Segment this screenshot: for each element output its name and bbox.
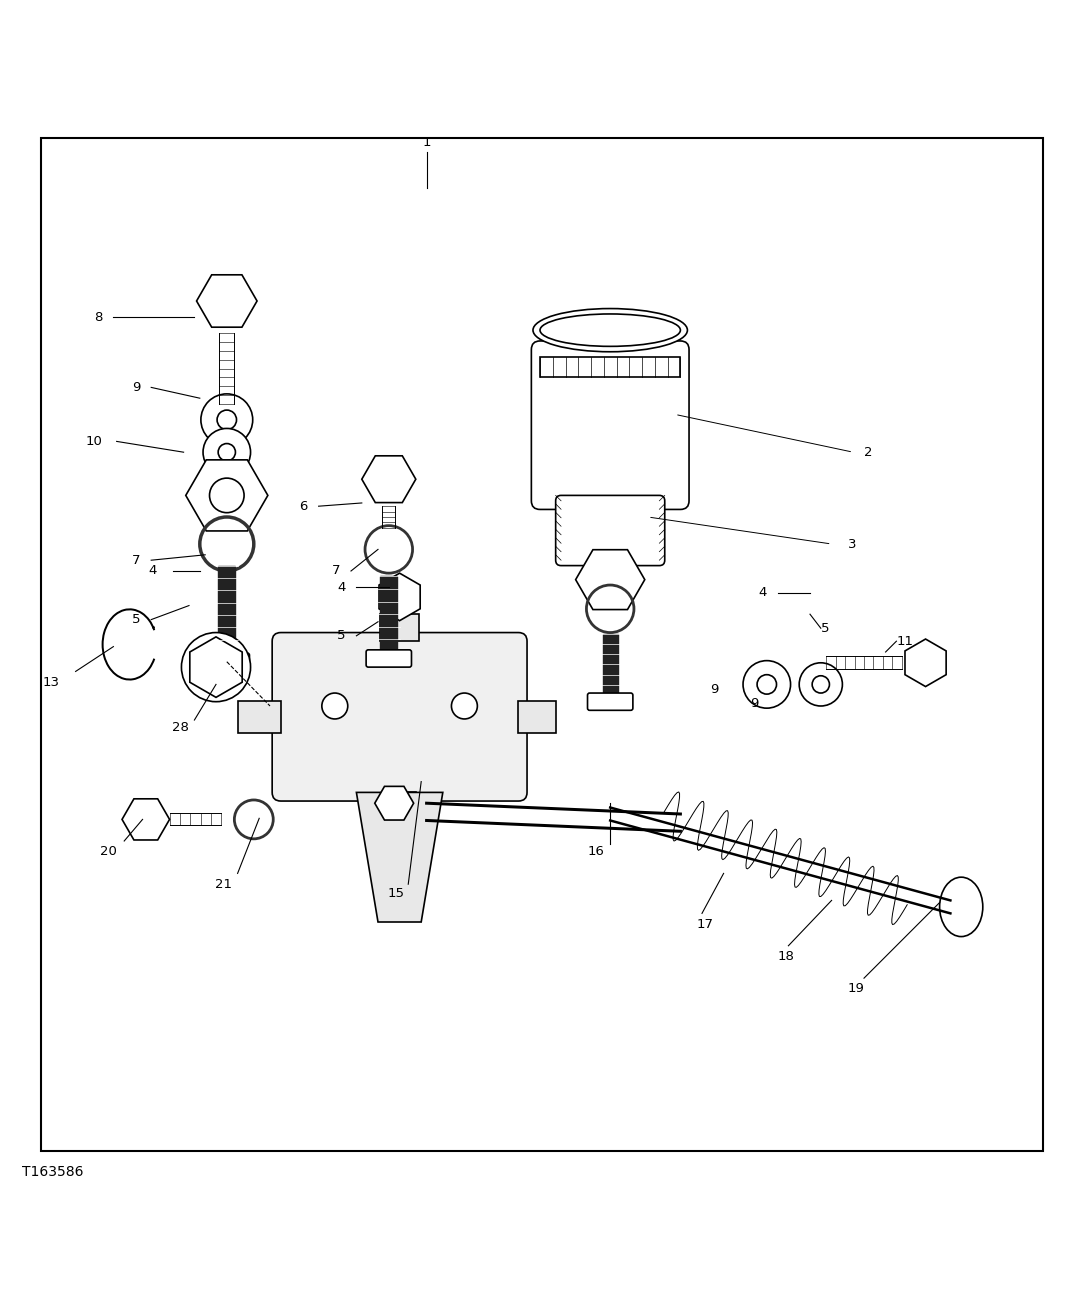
- Circle shape: [322, 692, 348, 719]
- Circle shape: [181, 632, 251, 702]
- Polygon shape: [380, 576, 397, 652]
- Circle shape: [197, 648, 235, 687]
- Text: 4: 4: [758, 585, 767, 599]
- Circle shape: [201, 394, 253, 446]
- Text: 5: 5: [132, 613, 140, 626]
- Text: T163586: T163586: [22, 1164, 83, 1179]
- Circle shape: [203, 429, 251, 476]
- Circle shape: [210, 479, 244, 512]
- FancyBboxPatch shape: [238, 700, 281, 733]
- Text: 9: 9: [710, 683, 718, 696]
- FancyBboxPatch shape: [366, 649, 411, 668]
- Text: 2: 2: [864, 446, 873, 459]
- Text: 3: 3: [848, 537, 856, 550]
- FancyBboxPatch shape: [531, 340, 689, 510]
- Polygon shape: [356, 793, 443, 922]
- Text: 7: 7: [132, 554, 140, 567]
- Ellipse shape: [940, 878, 983, 936]
- Ellipse shape: [540, 314, 680, 347]
- Text: 11: 11: [896, 635, 914, 648]
- FancyBboxPatch shape: [380, 614, 419, 642]
- Text: 15: 15: [388, 888, 405, 901]
- Text: 28: 28: [172, 721, 189, 734]
- FancyBboxPatch shape: [555, 496, 664, 566]
- Text: 5: 5: [821, 622, 829, 635]
- FancyBboxPatch shape: [588, 692, 633, 711]
- Circle shape: [451, 692, 477, 719]
- Bar: [540, 357, 680, 377]
- FancyBboxPatch shape: [518, 700, 556, 733]
- Text: 9: 9: [751, 698, 759, 711]
- Text: 5: 5: [337, 630, 346, 643]
- Text: 1: 1: [422, 136, 431, 149]
- Circle shape: [743, 661, 791, 708]
- Polygon shape: [603, 634, 618, 695]
- Text: 20: 20: [99, 845, 117, 858]
- Text: 9: 9: [132, 381, 140, 394]
- Text: 4: 4: [148, 565, 157, 578]
- FancyBboxPatch shape: [272, 632, 527, 801]
- Circle shape: [217, 409, 237, 429]
- Text: 21: 21: [215, 878, 232, 891]
- Text: 16: 16: [588, 845, 605, 858]
- Circle shape: [757, 674, 777, 694]
- FancyBboxPatch shape: [204, 653, 249, 670]
- Circle shape: [812, 675, 829, 692]
- Text: 18: 18: [778, 951, 795, 964]
- Text: 7: 7: [332, 565, 340, 578]
- Text: 19: 19: [848, 982, 865, 995]
- Text: 4: 4: [337, 580, 346, 593]
- FancyBboxPatch shape: [383, 793, 416, 825]
- Circle shape: [218, 443, 235, 460]
- Text: 10: 10: [85, 436, 103, 447]
- Text: 6: 6: [299, 499, 308, 512]
- Polygon shape: [218, 566, 235, 652]
- Ellipse shape: [532, 309, 687, 352]
- Text: 13: 13: [42, 675, 59, 689]
- Circle shape: [799, 662, 842, 705]
- Text: 8: 8: [94, 310, 103, 323]
- Text: 17: 17: [697, 918, 714, 931]
